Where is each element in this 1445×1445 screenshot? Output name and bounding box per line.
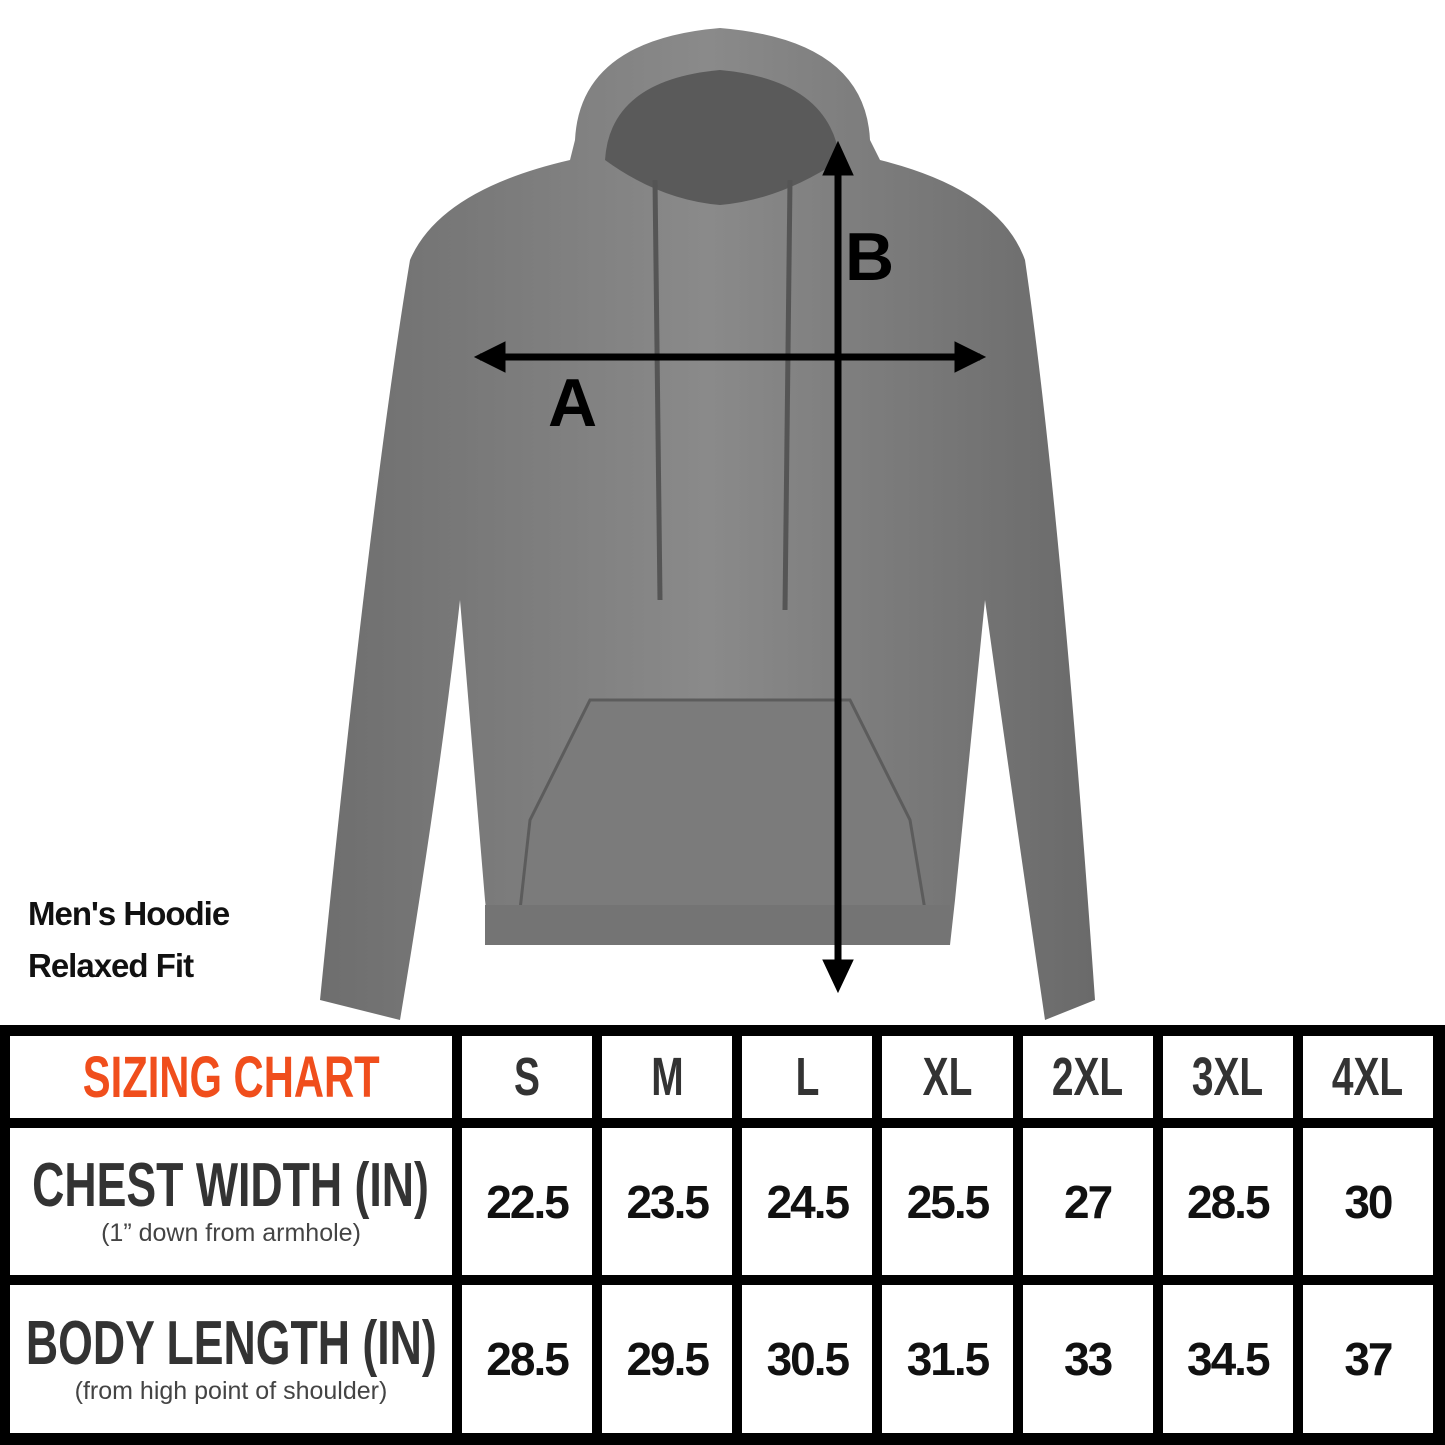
table-cell: 31.5 xyxy=(882,1285,1013,1433)
cell-value: 24.5 xyxy=(766,1175,851,1228)
size-label: XL xyxy=(922,1047,973,1107)
table-cell: 30.5 xyxy=(742,1285,873,1433)
table-cell: 28.5 xyxy=(462,1285,593,1433)
hoodie-image: A B xyxy=(320,28,1095,1020)
product-fit: Relaxed Fit xyxy=(28,947,194,984)
row-note: (1” down from armhole) xyxy=(101,1219,361,1247)
size-label: M xyxy=(651,1047,684,1107)
size-label: 4XL xyxy=(1332,1047,1404,1107)
cell-value: 28.5 xyxy=(1187,1175,1271,1228)
size-header: 4XL xyxy=(1302,1036,1433,1118)
cell-value: 28.5 xyxy=(486,1333,570,1385)
row-note: (from high point of shoulder) xyxy=(74,1376,388,1405)
row-label: CHEST WIDTH (IN) xyxy=(32,1151,430,1220)
cell-value: 29.5 xyxy=(626,1333,710,1385)
cell-value: 30.5 xyxy=(766,1333,851,1385)
cell-value: 22.5 xyxy=(486,1175,570,1228)
sizing-chart-table: SIZING CHART S M L XL 2XL 3XL 4XL CHEST … xyxy=(0,1025,1445,1445)
size-header: 2XL xyxy=(1022,1036,1153,1118)
measurement-b-arrow xyxy=(822,140,854,994)
row-label: BODY LENGTH (IN) xyxy=(25,1308,437,1378)
size-header: S xyxy=(462,1036,593,1118)
cell-value: 25.5 xyxy=(906,1175,991,1228)
product-name: Men's Hoodie xyxy=(28,895,230,932)
table-cell: 24.5 xyxy=(742,1128,873,1275)
table-cell: 23.5 xyxy=(602,1128,733,1275)
table-cell: 22.5 xyxy=(462,1128,593,1275)
size-label: 2XL xyxy=(1051,1047,1124,1107)
table-cell: 33 xyxy=(1022,1285,1153,1433)
size-header: L xyxy=(742,1036,873,1118)
cell-value: 30 xyxy=(1344,1175,1393,1228)
cell-value: 33 xyxy=(1064,1333,1113,1385)
table-cell: 29.5 xyxy=(602,1285,733,1433)
cell-value: 23.5 xyxy=(626,1175,710,1228)
row-label-length: BODY LENGTH (IN) (from high point of sho… xyxy=(10,1285,452,1433)
table-cell: 30 xyxy=(1302,1128,1433,1275)
size-label: L xyxy=(795,1047,820,1107)
table-cell: 34.5 xyxy=(1162,1285,1293,1433)
cell-value: 37 xyxy=(1344,1333,1393,1385)
table-cell: 37 xyxy=(1302,1285,1433,1433)
hoodie-body xyxy=(320,28,1095,1020)
table-cell: 25.5 xyxy=(882,1128,1013,1275)
table-cell: 28.5 xyxy=(1162,1128,1293,1275)
measurement-a-arrow xyxy=(473,341,987,373)
table-cell: 27 xyxy=(1022,1128,1153,1275)
table-title: SIZING CHART xyxy=(82,1044,380,1110)
label-a: A xyxy=(548,365,597,441)
cell-value: 31.5 xyxy=(906,1333,991,1385)
size-header: XL xyxy=(882,1036,1013,1118)
table-title-cell: SIZING CHART xyxy=(10,1036,452,1118)
size-label: S xyxy=(514,1047,541,1107)
row-label-chest: CHEST WIDTH (IN) (1” down from armhole) xyxy=(10,1128,452,1275)
size-header: M xyxy=(602,1036,733,1118)
cell-value: 27 xyxy=(1064,1175,1113,1228)
cell-value: 34.5 xyxy=(1187,1333,1271,1385)
label-b: B xyxy=(845,219,894,295)
size-header: 3XL xyxy=(1162,1036,1293,1118)
size-label: 3XL xyxy=(1192,1047,1264,1107)
